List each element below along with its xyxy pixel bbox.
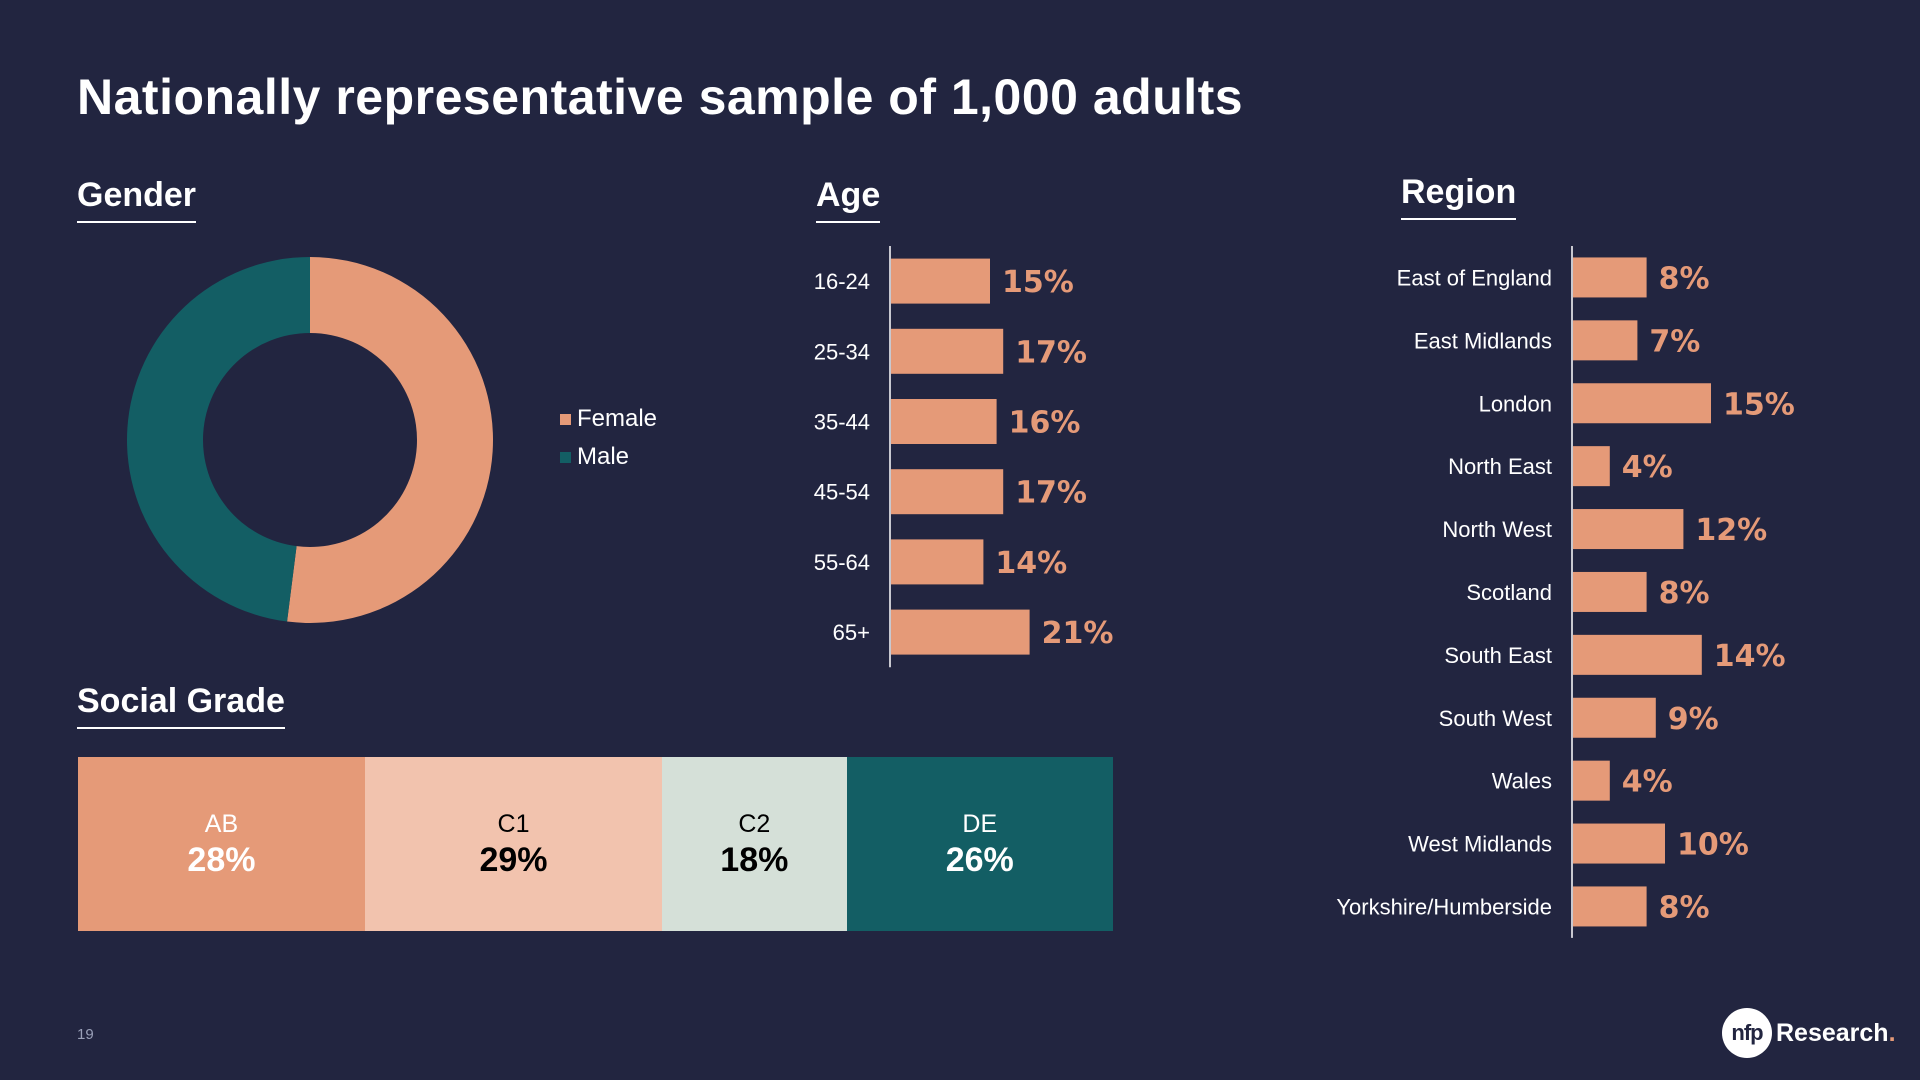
region-value-label: 8% [1659, 261, 1710, 296]
region-category-label: North West [1442, 517, 1552, 542]
legend-swatch [560, 451, 571, 463]
social-grade-segment-ab: AB 28% [78, 757, 365, 931]
social-grade-section-title: Social Grade [77, 682, 285, 729]
social-grade-stacked-bar: AB 28% C1 29% C2 18% DE 26% [78, 757, 1113, 931]
nfp-research-logo: nfp Research. [1722, 1008, 1896, 1058]
age-value-label: 14% [995, 546, 1067, 581]
age-category-label: 35-44 [814, 410, 870, 435]
legend-label: Male [577, 443, 630, 470]
region-value-label: 8% [1659, 576, 1710, 611]
region-value-label: 10% [1677, 828, 1749, 863]
gender-section-title: Gender [77, 176, 197, 223]
region-category-label: East Midlands [1414, 328, 1552, 353]
region-category-label: Scotland [1466, 580, 1552, 605]
age-bar [891, 258, 990, 304]
nfp-logo-badge: nfp [1722, 1008, 1772, 1058]
donut-slice-female [287, 257, 494, 623]
social-grade-segment-c1: C1 29% [364, 757, 663, 931]
region-category-label: South East [1444, 643, 1552, 668]
logo-word: Research [1776, 1018, 1889, 1047]
age-value-label: 15% [1002, 265, 1074, 300]
region-value-label: 15% [1723, 387, 1795, 422]
social-grade-segment-c2: C2 18% [662, 757, 847, 931]
page-number: 19 [77, 1026, 94, 1043]
age-category-label: 25-34 [814, 339, 870, 364]
age-section-title: Age [816, 176, 881, 223]
region-category-label: Yorkshire/Humberside [1336, 894, 1552, 919]
region-bar [1573, 760, 1610, 801]
region-bar-chart: East of England 8% East Midlands 7% London 15… [1336, 246, 1795, 938]
region-bar [1573, 634, 1702, 675]
region-category-label: North East [1448, 454, 1552, 479]
donut-slice-male [127, 257, 311, 622]
region-category-label: London [1479, 391, 1552, 416]
legend-item-male: Male [560, 438, 657, 476]
region-value-label: 4% [1622, 450, 1673, 485]
region-bar [1573, 697, 1656, 738]
region-value-label: 9% [1668, 702, 1719, 737]
region-bar [1573, 320, 1638, 361]
age-value-label: 17% [1015, 476, 1087, 511]
region-bar [1573, 509, 1684, 550]
gender-legend: Female Male [560, 400, 657, 476]
segment-category-label: C1 [497, 810, 530, 838]
segment-value-label: 26% [945, 841, 1014, 879]
age-category-label: 65+ [833, 620, 870, 645]
segment-value-label: 28% [187, 841, 256, 879]
age-value-label: 17% [1015, 335, 1087, 370]
region-section-title: Region [1401, 173, 1517, 220]
gender-donut-chart [127, 257, 494, 623]
region-bar [1573, 446, 1610, 487]
age-category-label: 45-54 [814, 480, 870, 505]
region-category-label: South West [1439, 706, 1552, 731]
page-title: Nationally representative sample of 1,00… [77, 69, 1244, 125]
region-value-label: 7% [1649, 324, 1700, 359]
legend-item-female: Female [560, 400, 657, 438]
region-bar [1573, 383, 1711, 424]
age-bar [891, 328, 1004, 374]
region-bar [1573, 571, 1647, 612]
region-value-label: 14% [1714, 639, 1786, 674]
age-bar-chart: 16-24 15% 25-34 17% 35-44 16% 45-54 17% 55-64 14%… [814, 246, 1114, 668]
segment-category-label: C2 [738, 810, 771, 838]
legend-label: Female [577, 405, 658, 432]
region-bar [1573, 257, 1647, 298]
age-bar [891, 399, 997, 444]
region-category-label: East of England [1397, 265, 1552, 290]
region-value-label: 12% [1695, 513, 1767, 548]
age-value-label: 16% [1009, 406, 1081, 441]
social-grade-segment-de: DE 26% [846, 757, 1113, 931]
age-category-label: 55-64 [814, 550, 870, 575]
segment-value-label: 29% [479, 841, 548, 879]
region-bar [1573, 886, 1647, 927]
age-bar [891, 469, 1004, 515]
region-value-label: 4% [1622, 765, 1673, 800]
region-category-label: Wales [1492, 769, 1552, 794]
logo-dot: . [1888, 1018, 1896, 1047]
region-bar [1573, 823, 1665, 864]
segment-category-label: DE [962, 810, 998, 838]
segment-value-label: 18% [720, 841, 789, 879]
age-bar [891, 539, 984, 585]
region-category-label: West Midlands [1408, 832, 1552, 857]
age-bar [891, 609, 1030, 655]
logo-text: Research. [1776, 1019, 1896, 1048]
segment-category-label: AB [204, 810, 239, 838]
age-category-label: 16-24 [814, 269, 870, 294]
legend-swatch [560, 413, 571, 425]
age-value-label: 21% [1042, 616, 1114, 651]
region-value-label: 8% [1659, 890, 1710, 925]
